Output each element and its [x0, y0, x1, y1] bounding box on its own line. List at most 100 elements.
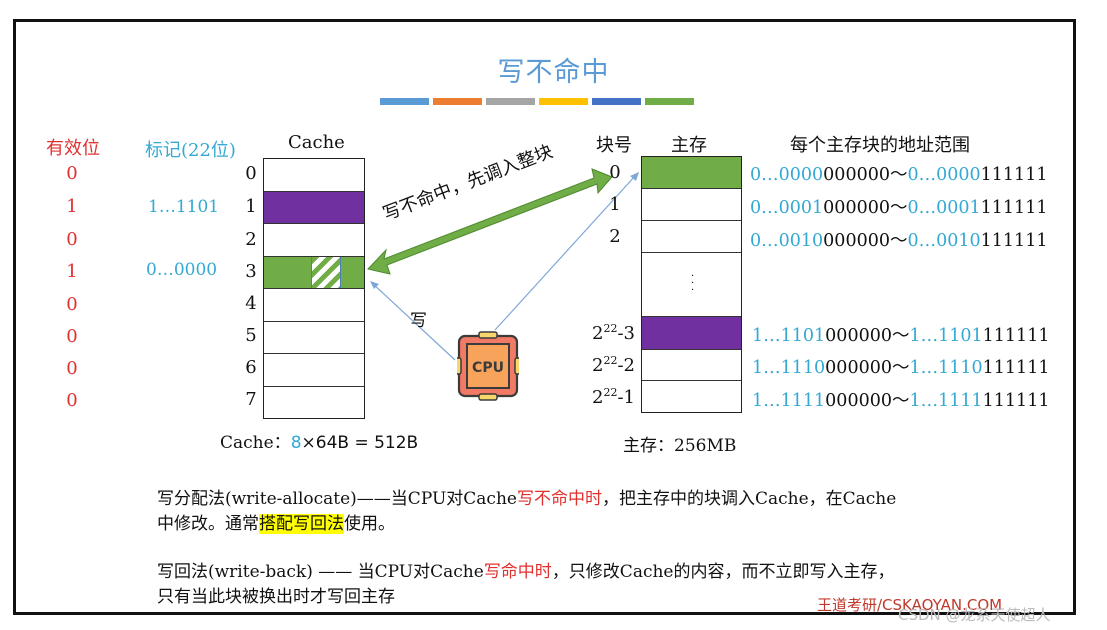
note-text: ，只修改Cache的内容，而不立即写入主存， — [551, 562, 895, 582]
tilde: ～ — [891, 391, 910, 411]
cache-line-1 — [264, 191, 364, 224]
offset: -3 — [617, 323, 635, 344]
valid-bit-2: 0 — [66, 229, 78, 250]
cpu-label: CPU — [472, 360, 504, 376]
write-to-memory-arrow-head — [630, 172, 639, 181]
cache-index-0: 0 — [245, 163, 257, 184]
valid-bit-4: 0 — [66, 294, 78, 315]
end-lo: 111111 — [980, 198, 1048, 218]
brand-footer: 王道考研/CSKAOYAN.COM — [817, 596, 1003, 614]
cache-line-6 — [264, 354, 364, 387]
block-number-n3: 222-3 — [592, 322, 635, 344]
color-bar — [433, 98, 482, 105]
memory-block-n1 — [642, 381, 741, 412]
cache-line-4 — [264, 289, 364, 322]
written-word-hatch — [311, 256, 341, 288]
cache-line-2 — [264, 224, 364, 257]
main-memory-header: 主存 — [671, 135, 707, 156]
color-bar — [539, 98, 588, 105]
valid-bit-6: 0 — [66, 358, 78, 379]
tilde: ～ — [889, 165, 908, 185]
start-hi: 1…1101 — [752, 326, 826, 346]
memory-size-caption: 主存：256MB — [623, 436, 737, 456]
block-number-n1: 222-1 — [592, 386, 635, 408]
tilde: ～ — [889, 231, 908, 251]
block-number-0: 0 — [609, 162, 621, 183]
slide-frame — [13, 19, 1076, 615]
csdn-watermark: CSDN @龙系天使超人 — [898, 606, 1051, 624]
note-text: 中修改。通常 — [157, 514, 259, 534]
color-bar — [486, 98, 535, 105]
offset: -1 — [617, 387, 635, 408]
start-lo: 000000 — [823, 165, 890, 185]
cache-index-1: 1 — [245, 196, 257, 217]
end-hi: 1…1101 — [909, 326, 983, 346]
tilde: ～ — [891, 358, 910, 378]
end-hi: 0…0000 — [907, 165, 981, 185]
end-hi: 1…1110 — [909, 358, 983, 378]
block-transfer-arrow — [367, 168, 613, 275]
end-lo: 111111 — [980, 231, 1048, 251]
cache-index-7: 7 — [245, 389, 257, 410]
tag-3: 0…0000 — [146, 260, 218, 280]
cache-line-3 — [264, 256, 364, 289]
valid-bit-header: 有效位 — [46, 138, 100, 159]
base: 2 — [592, 387, 604, 408]
note-text: 使用。 — [344, 514, 395, 534]
valid-bit-0: 0 — [66, 163, 78, 184]
start-lo: 000000 — [825, 358, 892, 378]
vertical-ellipsis: · · · — [691, 271, 695, 296]
address-range-n2: 1…1110000000～1…1110111111 — [752, 354, 1049, 379]
valid-bit-7: 0 — [66, 390, 78, 411]
address-range-header: 每个主存块的地址范围 — [790, 135, 970, 156]
address-range-2: 0…0010000000～0…0010111111 — [750, 227, 1047, 252]
color-bar — [592, 98, 641, 105]
valid-bit-5: 0 — [66, 326, 78, 347]
address-range-1: 0…0001000000～0…0001111111 — [750, 194, 1047, 219]
note-text: 写分配法(write-allocate)——当CPU对Cache — [157, 489, 517, 509]
start-hi: 1…1110 — [752, 358, 826, 378]
cpu-chip-icon: CPU — [457, 331, 519, 401]
memory-block-1 — [642, 189, 741, 221]
offset: -2 — [617, 355, 635, 376]
exp: 22 — [603, 354, 618, 367]
note-text: ，把主存中的块调入Cache，在Cache — [601, 489, 897, 509]
write-back-note: 写回法(write-back) —— 当CPU对Cache写命中时，只修改Cac… — [157, 560, 895, 610]
cache-size-caption: Cache：8×64B = 512B — [220, 428, 418, 453]
valid-bit-3: 1 — [66, 261, 78, 282]
caption-count: 8 — [290, 433, 302, 453]
end-hi: 0…0010 — [907, 231, 981, 251]
block-number-1: 1 — [609, 194, 621, 215]
note-text: 只有当此块被换出时才写回主存 — [157, 587, 395, 607]
write-arrow-head — [370, 281, 379, 289]
memory-block-n2 — [642, 350, 741, 381]
valid-bit-1: 1 — [66, 196, 78, 217]
memory-block-0 — [642, 157, 741, 189]
tilde: ～ — [891, 326, 910, 346]
memory-block-ellipsis: · · · — [642, 253, 741, 317]
exp: 22 — [603, 322, 618, 335]
note-text: 写回法(write-back) —— 当CPU对Cache — [157, 562, 484, 582]
end-lo: 111111 — [982, 358, 1050, 378]
block-number-2: 2 — [609, 226, 621, 247]
memory-block-n3 — [642, 317, 741, 350]
start-lo: 000000 — [823, 198, 890, 218]
start-lo: 000000 — [825, 391, 892, 411]
address-range-n3: 1…1101000000～1…1101111111 — [752, 322, 1049, 347]
tag-header: 标记(22位) — [145, 140, 236, 161]
start-hi: 1…1111 — [752, 391, 826, 411]
note-emphasis: 写命中时 — [483, 562, 552, 582]
cache-index-3: 3 — [245, 261, 257, 282]
end-hi: 1…1111 — [909, 391, 983, 411]
write-to-memory-arrow — [494, 174, 637, 331]
start-hi: 0…0001 — [750, 198, 824, 218]
block-number-n2: 222-2 — [592, 354, 635, 376]
end-hi: 0…0001 — [907, 198, 981, 218]
cache-index-2: 2 — [245, 229, 257, 250]
cache-index-6: 6 — [245, 357, 257, 378]
start-hi: 0…0010 — [750, 231, 824, 251]
block-number-header: 块号 — [596, 135, 632, 156]
end-lo: 111111 — [982, 391, 1050, 411]
cache-lines — [263, 158, 365, 419]
